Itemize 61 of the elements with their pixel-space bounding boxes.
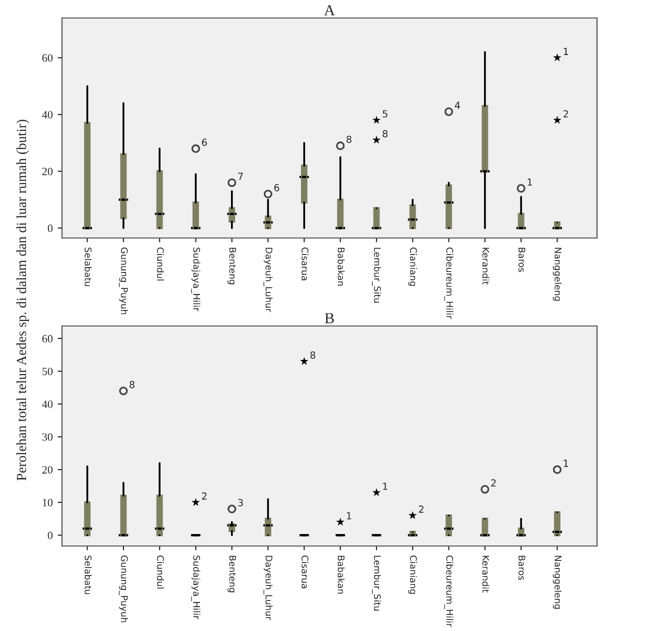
annotation: 6 [274,184,280,192]
annotation: 1 [564,48,568,55]
x-tick-label: Cisarua [302,556,309,588]
y-tick-label: 20 [42,466,53,474]
x-tick-label: Dayeuh_Luhur [264,556,273,620]
annotation: 8 [130,380,135,388]
x-tick-label: Cianiang [408,556,418,594]
x-tick-label: Kerandit [482,248,490,285]
annotation: 2 [491,479,496,486]
y-axis-title: Perolehan total telur Aedes sp. di dalam dan di luar rumah (butir) [16,120,29,480]
y-tick-label: 20 [42,168,53,176]
y-tick-label: 60 [42,334,53,342]
annotation: 2 [418,506,424,513]
annotation: 8 [310,351,316,359]
annotation: 8 [382,130,388,138]
annotation: 4 [454,102,460,109]
y-tick-label: 10 [42,498,53,506]
x-tick-label: Lembur_Situ [372,556,381,611]
x-tick-label: Ciundul [156,248,164,280]
x-tick-label: Selabatu [84,556,92,594]
annotation: 6 [202,138,207,146]
x-tick-label: Babakan [338,248,345,286]
annotation: 8 [346,136,352,144]
y-tick-label: 40 [42,110,53,118]
y-tick-label: 50 [42,368,53,376]
x-tick-label: Benteng [228,556,236,592]
x-tick-label: Gunung_Puyuh [118,556,128,622]
x-tick-label: Cianiang [408,248,418,286]
x-tick-label: Babakan [338,556,345,594]
x-tick-label: Dayeuh_Luhur [264,248,273,312]
y-tick-label: 0 [48,532,53,540]
annotation: 2 [202,492,207,500]
x-tick-label: Cibeureum_Hilir [444,248,454,319]
x-tick-label: Selabatu [84,248,92,286]
y-tick-label: 40 [42,400,53,408]
annotation: 1 [383,482,388,490]
x-tick-label: Gunung_Puyuh [118,248,128,314]
x-tick-label: Benteng [228,248,236,284]
x-tick-label: Nanggeleng [552,248,562,301]
x-tick-label: Baros [518,248,526,272]
x-tick-label: Lembur_Situ [372,248,381,303]
x-tick-label: Sudajaya_Hilir [191,556,200,620]
annotation: 3 [238,498,243,506]
chart-title: A [324,5,335,16]
chart-title: B [324,313,334,324]
annotation: 1 [528,178,532,186]
x-tick-label: Ciundul [156,556,164,588]
y-tick-label: 60 [42,54,53,62]
x-tick-label: Cisarua [302,248,309,280]
annotation: 1 [346,512,352,520]
annotation: 5 [382,110,388,118]
x-tick-label: Nanggeleng [552,556,562,609]
annotation: 1 [564,460,568,467]
annotation: 2 [564,110,568,118]
x-tick-label: Sudajaya_Hilir [191,248,200,312]
x-tick-label: Cibeureum_Hilir [444,556,454,627]
annotation: 7 [238,172,243,180]
x-tick-label: Baros [518,556,526,580]
y-tick-label: 0 [48,224,53,232]
x-tick-label: Kerandit [482,556,490,593]
y-tick-label: 30 [42,433,53,441]
